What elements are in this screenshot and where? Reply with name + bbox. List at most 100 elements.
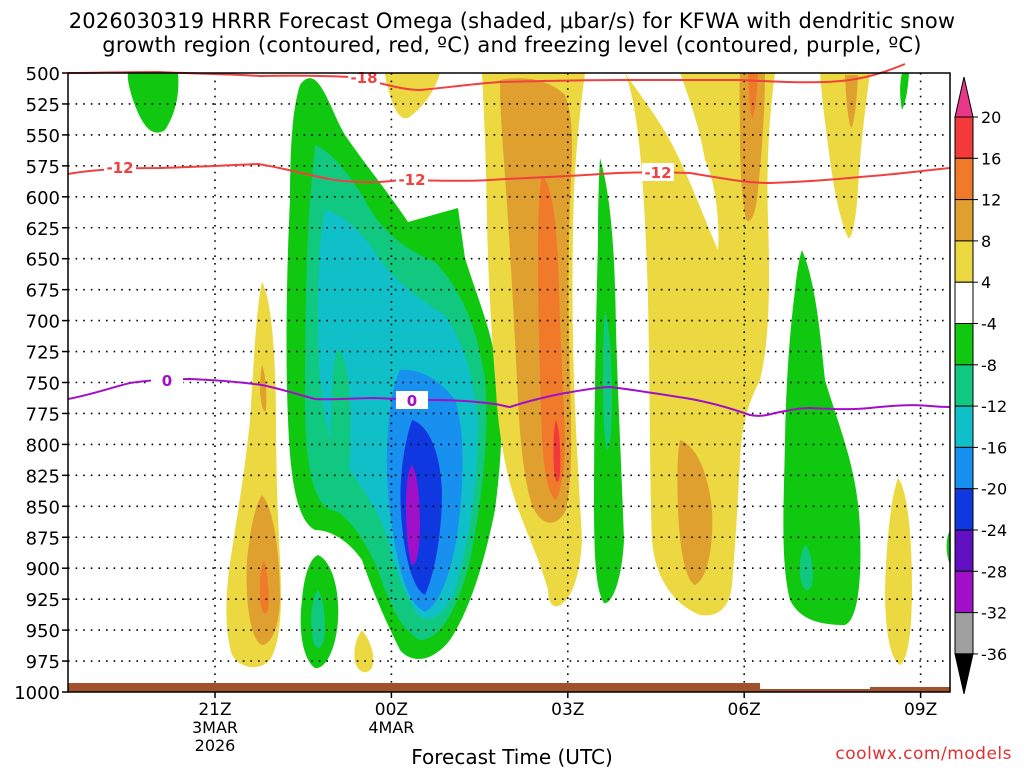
omega-pos-8-b [739, 73, 765, 222]
label-minus12-c-text: -12 [644, 164, 671, 182]
ytick-label-775: 775 [26, 404, 60, 425]
colorbar-swatch-9 [954, 446, 974, 490]
xtick-label-06Z: 06Z [728, 700, 761, 720]
ytick-label-600: 600 [26, 188, 60, 209]
colorbar-swatch-6 [954, 323, 974, 366]
omega-pos-4-c [820, 73, 870, 239]
ytick-label-850: 850 [26, 497, 60, 518]
colorbar-label-12: -32 [981, 604, 1007, 623]
label-minus12-a-text: -12 [106, 159, 133, 177]
ytick-label-650: 650 [26, 250, 60, 271]
xtick-label-00Z: 00Z [375, 700, 408, 720]
ytick-label-925: 925 [26, 590, 60, 611]
colorbar-swatch-3 [954, 199, 974, 242]
contour-minus12 [67, 162, 951, 185]
colorbar-label-4: 4 [981, 273, 991, 292]
colorbar-swatch-1 [954, 116, 974, 159]
label-minus12-c: -12 [642, 163, 674, 182]
colorbar-swatch-5 [954, 281, 974, 325]
colorbar-swatch-13 [954, 612, 974, 655]
ytick-label-700: 700 [26, 312, 60, 333]
colorbar-label-11: -28 [981, 562, 1007, 581]
x-axis-label: Forecast Time (UTC) [411, 745, 613, 769]
gridlines [68, 73, 950, 692]
label-minus12-a: -12 [104, 158, 136, 177]
xtick-label-03Z: 03Z [551, 700, 584, 720]
xtick-sub2-21Z: 2026 [195, 736, 236, 755]
colorbar-swatch-12 [954, 570, 974, 614]
label-minus12-b-bg [396, 170, 428, 188]
ytick-label-900: 900 [26, 559, 60, 580]
colorbar-label-10: -24 [981, 521, 1007, 540]
omega-pos-16 [553, 420, 561, 482]
terrain-fill [68, 683, 950, 692]
omega-pos-4-f [885, 478, 912, 665]
omega-pos-8-f [260, 365, 267, 412]
ytick-label-575: 575 [26, 157, 60, 178]
colorbar-swatch-10 [954, 488, 974, 531]
colorbar-swatch-8 [954, 405, 974, 448]
colorbar-label-13: -36 [981, 645, 1007, 664]
xtick-label-09Z: 09Z [904, 700, 937, 720]
omega-pos-12-b [748, 73, 758, 118]
label-zero-b-bg [396, 391, 428, 409]
ytick-label-675: 675 [26, 281, 60, 302]
label-minus18: -18 [348, 68, 380, 87]
label-minus12-a-bg [104, 158, 136, 176]
ytick-label-550: 550 [26, 126, 60, 147]
colorbar-label-5: -4 [981, 315, 997, 334]
contour-zero [67, 377, 951, 417]
omega-pos-8-d [677, 440, 713, 585]
omega-pos-12-e [259, 560, 269, 614]
colorbar-swatch-7 [954, 364, 974, 407]
ytick-label-950: 950 [26, 621, 60, 642]
omega-pos-12 [538, 175, 566, 500]
colorbar-label-7: -12 [981, 397, 1007, 416]
omega-neg-8-edge [946, 530, 950, 565]
colorbar-label-2: 12 [981, 191, 1001, 210]
omega-pos-4-d [385, 73, 440, 119]
ytick-label-525: 525 [26, 95, 60, 116]
label-zero-a: 0 [151, 371, 183, 390]
label-minus12-c-bg [642, 163, 674, 181]
colorbar-label-8: -16 [981, 438, 1007, 457]
label-zero-b-text: 0 [407, 392, 417, 410]
site-credit[interactable]: coolwx.com/models [835, 744, 1012, 764]
omega-neg-8-topright [900, 73, 909, 110]
ytick-label-875: 875 [26, 528, 60, 549]
xtick-sub1-00Z: 4MAR [368, 718, 414, 737]
colorbar-swatch-4 [954, 240, 974, 283]
ytick-label-1000: 1000 [14, 683, 60, 704]
colorbar-label-1: 16 [981, 149, 1001, 168]
omega-neg-8-right [783, 250, 861, 625]
ytick-label-725: 725 [26, 343, 60, 364]
ytick-label-750: 750 [26, 374, 60, 395]
label-minus12-b-text: -12 [398, 171, 425, 189]
chart-title-line1: 2026030319 HRRR Forecast Omega (shaded, … [68, 9, 956, 33]
omega-pos-4-g [354, 630, 374, 673]
colorbar-label-9: -20 [981, 480, 1007, 499]
label-minus18-text: -18 [350, 69, 377, 87]
axes: 500 525 550 575 600 625 650 675 700 725 750 775 800 8… [14, 64, 951, 755]
terrain-band [68, 683, 950, 692]
xtick-sub1-21Z: 3MAR [192, 718, 238, 737]
omega-neg-8-top [127, 73, 179, 133]
omega-pos-8-c [845, 75, 858, 128]
omega-neg-12-low [311, 590, 325, 648]
omega-neg-28 [406, 465, 420, 565]
ytick-label-800: 800 [26, 435, 60, 456]
label-zero-b: 0 [396, 391, 428, 410]
label-zero-a-text: 0 [162, 372, 172, 390]
ytick-label-825: 825 [26, 466, 60, 487]
ytick-label-500: 500 [26, 64, 60, 85]
colorbar-swatch-11 [954, 529, 974, 572]
colorbar-swatch-2 [954, 157, 974, 201]
colorbar: 20 16 12 8 4 -4 -8 -12 -16 -20 -24 -28 -32 -36 [954, 76, 1007, 695]
label-minus12-b: -12 [396, 170, 428, 189]
omega-neg-12-mid [603, 310, 612, 450]
chart-title-line2: growth region (contoured, red, ºC) and f… [102, 33, 922, 57]
colorbar-label-6: -8 [981, 356, 997, 375]
colorbar-label-0: 20 [981, 108, 1001, 127]
omega-neg-12-b [330, 350, 351, 506]
